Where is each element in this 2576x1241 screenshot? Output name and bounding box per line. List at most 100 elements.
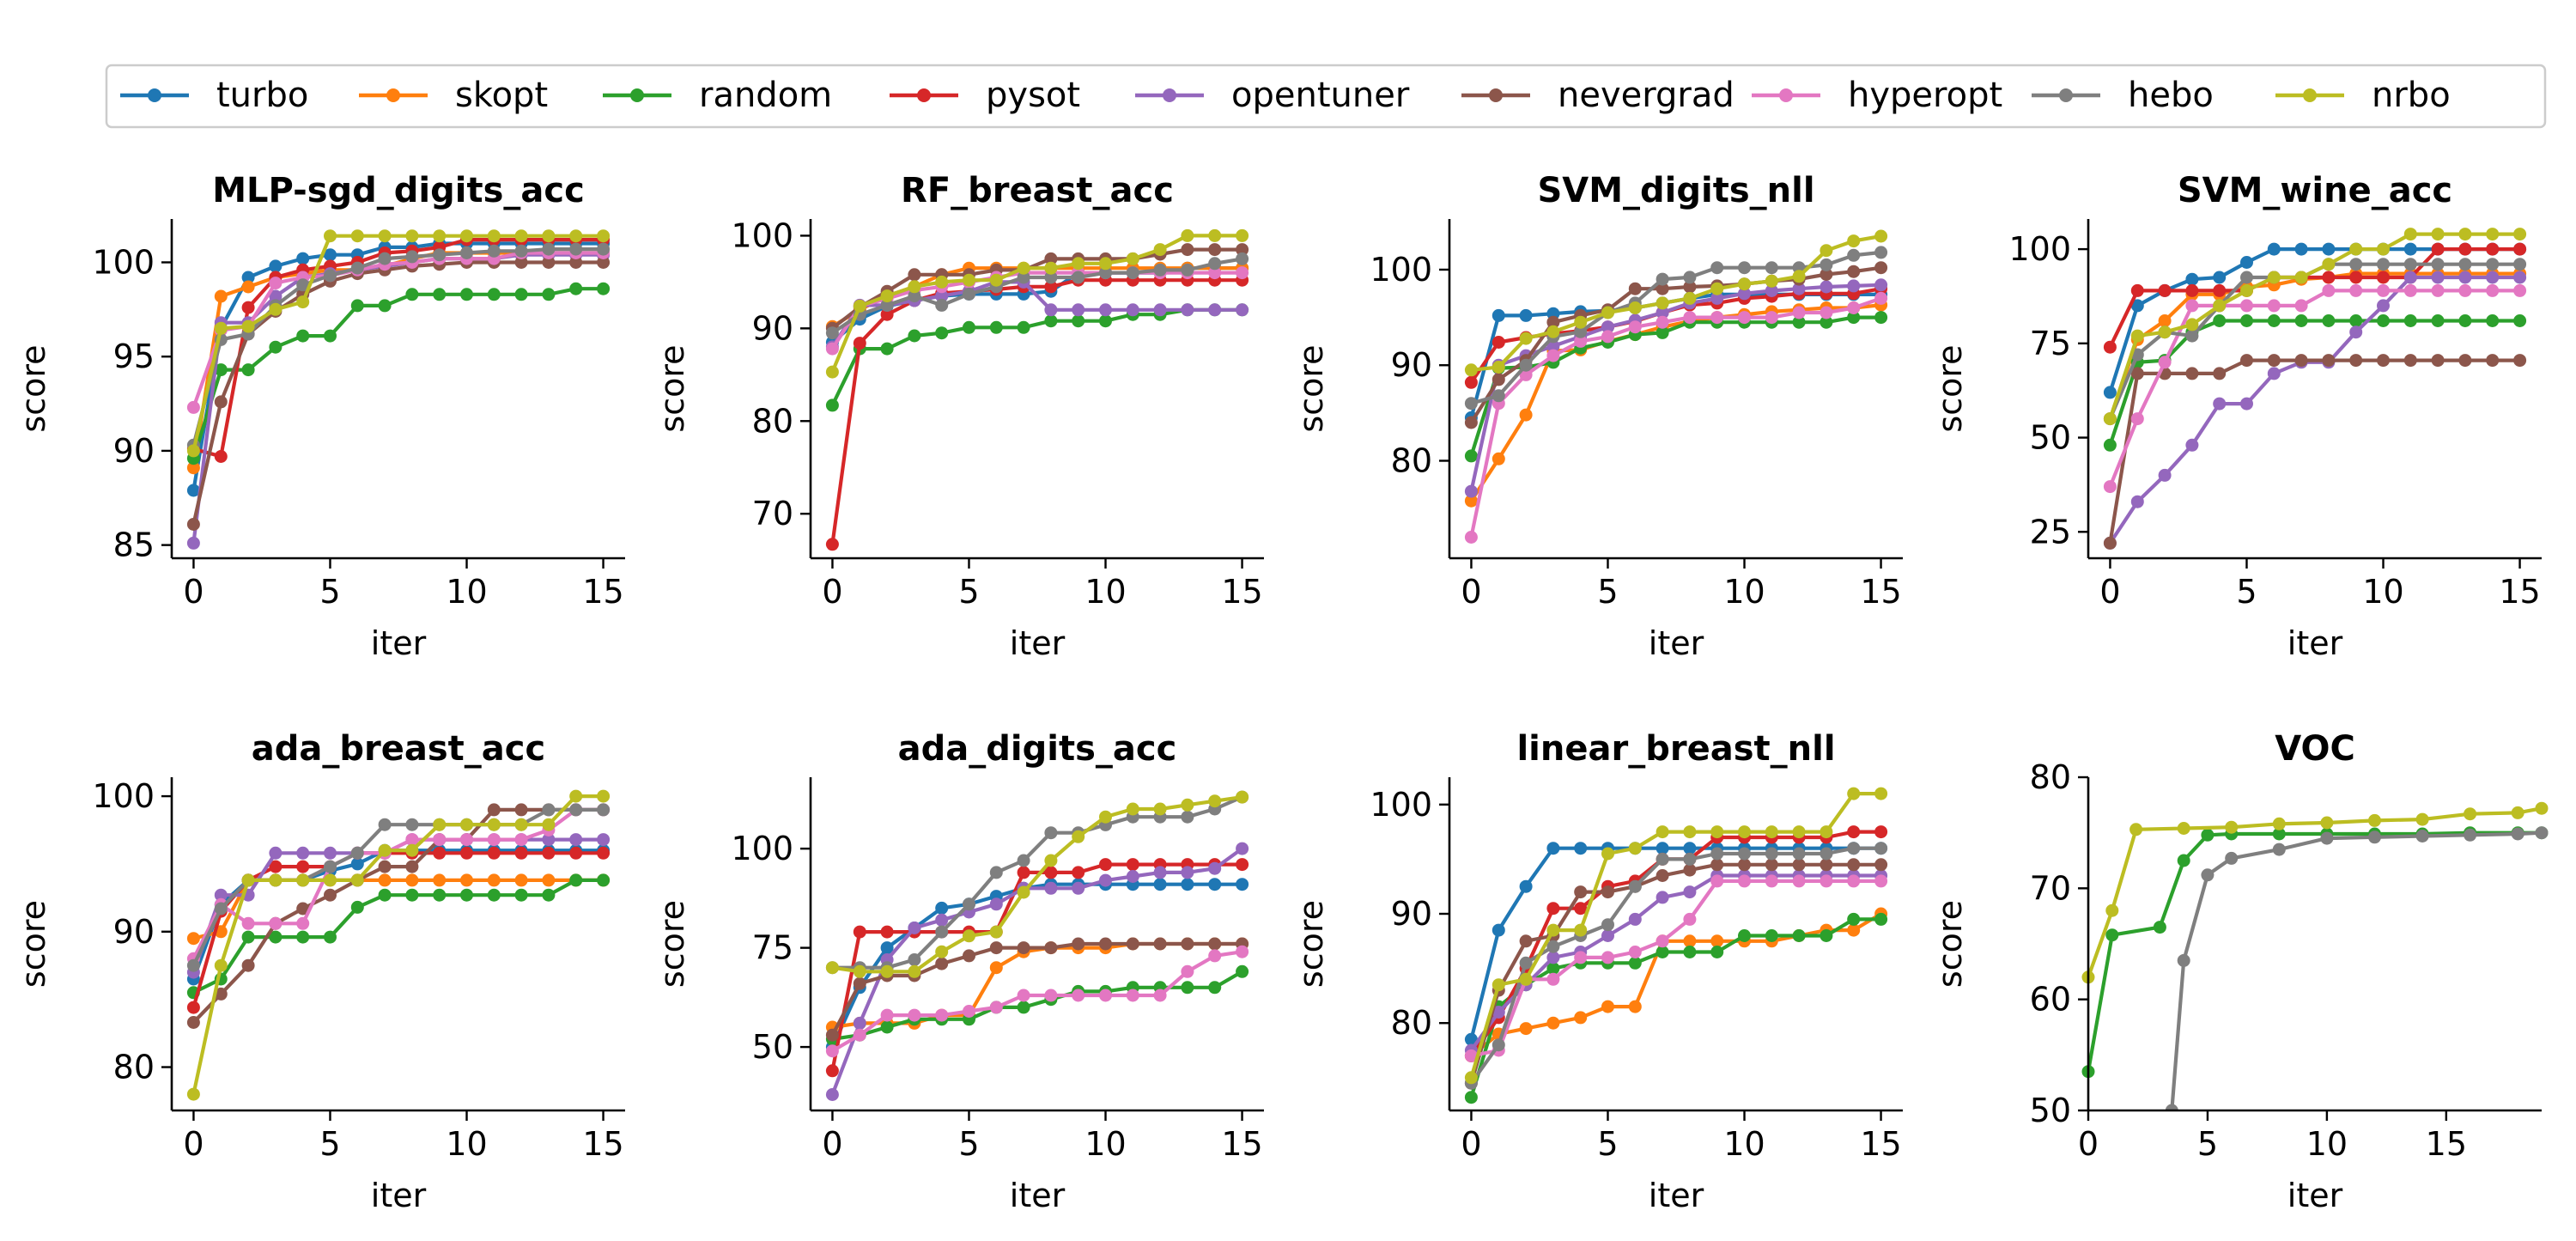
data-point — [1181, 866, 1194, 879]
data-point — [405, 843, 419, 857]
data-point — [2201, 828, 2215, 842]
series-line-pysot — [830, 862, 1242, 1072]
data-point — [1656, 825, 1669, 839]
data-point — [597, 846, 611, 860]
data-point — [2267, 314, 2281, 327]
data-point — [935, 957, 949, 970]
data-point — [1546, 923, 1560, 937]
data-point — [460, 818, 473, 831]
data-point — [853, 299, 866, 313]
legend-item-nevergrad: nevergrad — [1461, 76, 1735, 115]
data-point — [1044, 271, 1058, 284]
data-point — [597, 803, 611, 817]
legend-item-skopt: skopt — [359, 76, 548, 115]
legend-marker — [1163, 88, 1176, 102]
data-point — [2267, 242, 2281, 256]
data-point — [214, 321, 228, 335]
data-point — [2294, 299, 2308, 313]
data-point — [597, 282, 611, 295]
data-point — [880, 964, 894, 978]
data-point — [2486, 283, 2500, 297]
data-point — [460, 229, 473, 243]
data-point — [433, 818, 447, 831]
y-axis-title: score — [1931, 900, 1969, 988]
y-tick-label: 100 — [731, 216, 793, 254]
data-point — [542, 288, 556, 301]
series-hyperopt — [1464, 874, 1888, 1062]
data-point — [1464, 375, 1478, 389]
data-point — [324, 329, 337, 343]
data-point — [214, 450, 228, 463]
y-tick-label: 25 — [2030, 513, 2071, 551]
data-point — [2320, 816, 2334, 830]
data-point — [597, 256, 611, 269]
data-point — [433, 229, 447, 243]
data-point — [2130, 412, 2144, 426]
data-point — [1236, 878, 1249, 891]
data-point — [514, 288, 528, 301]
data-point — [1519, 308, 1533, 322]
data-point — [1492, 1006, 1505, 1019]
data-point — [1099, 989, 1112, 1002]
data-point — [1656, 282, 1669, 295]
data-point — [2486, 258, 2500, 271]
series-line-nrbo — [1471, 234, 1881, 372]
data-point — [2213, 283, 2227, 297]
data-point — [1072, 303, 1085, 317]
data-point — [2486, 271, 2500, 284]
data-point — [908, 268, 921, 282]
data-point — [487, 873, 501, 887]
panel-title: ada_digits_acc — [898, 729, 1177, 769]
data-point — [1874, 858, 1888, 872]
panel-SVM_wine_acc: SVM_wine_acc 0 5 10 15 25 50 75 100 iter score — [1931, 171, 2542, 662]
legend-marker — [917, 88, 931, 102]
data-point — [1874, 261, 1888, 275]
data-point — [1017, 1001, 1030, 1014]
y-tick-label: 90 — [1391, 895, 1432, 933]
data-point — [405, 873, 419, 887]
data-point — [2458, 354, 2472, 368]
data-point — [487, 846, 501, 860]
data-point — [853, 1028, 866, 1042]
panel-linear_breast_nll: linear_breast_nll 0 5 10 15 80 90 100 iter score — [1292, 729, 1903, 1214]
y-axis-title: score — [653, 900, 691, 988]
data-point — [2349, 242, 2363, 256]
data-point — [1464, 1071, 1478, 1085]
data-point — [514, 873, 528, 887]
data-point — [241, 280, 255, 294]
data-point — [241, 958, 255, 972]
data-point — [186, 484, 200, 497]
data-point — [2431, 314, 2445, 327]
data-point — [1492, 361, 1505, 374]
data-point — [542, 803, 556, 817]
data-point — [908, 289, 921, 303]
series-line-pysot — [2108, 247, 2520, 349]
data-point — [1601, 885, 1614, 899]
y-tick-label: 100 — [1370, 786, 1432, 824]
data-point — [487, 288, 501, 301]
data-point — [460, 873, 473, 887]
data-point — [1738, 287, 1751, 301]
y-tick-label: 90 — [752, 309, 793, 347]
x-tick-label: 0 — [183, 573, 204, 611]
data-point — [1683, 280, 1697, 294]
data-point — [1601, 918, 1614, 932]
data-point — [2240, 283, 2253, 297]
data-point — [825, 538, 839, 551]
data-point — [1546, 315, 1560, 329]
data-point — [405, 860, 419, 873]
data-point — [908, 953, 921, 966]
legend-item-nrbo: nrbo — [2275, 76, 2451, 115]
data-point — [2322, 354, 2336, 368]
data-point — [935, 945, 949, 958]
data-point — [908, 280, 921, 294]
data-point — [186, 444, 200, 458]
data-point — [1044, 866, 1058, 879]
y-axis-title: score — [1931, 344, 1969, 432]
data-point — [1519, 956, 1533, 970]
data-point — [1153, 243, 1167, 257]
x-tick-label: 10 — [2306, 1125, 2348, 1163]
data-point — [1017, 989, 1030, 1002]
legend-label: nrbo — [2372, 76, 2451, 115]
data-point — [1072, 257, 1085, 271]
